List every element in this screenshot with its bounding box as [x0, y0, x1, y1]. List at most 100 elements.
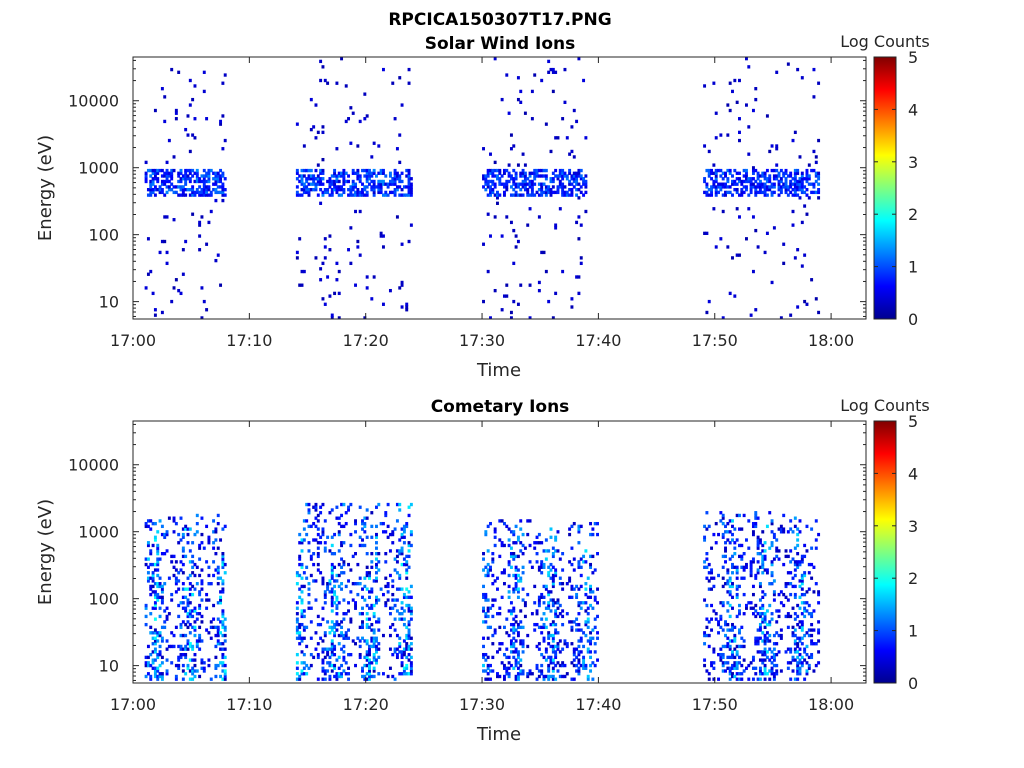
heatmap-cell	[526, 674, 530, 679]
heatmap-cell	[496, 190, 499, 195]
heatmap-cell	[184, 182, 188, 186]
heatmap-cell	[335, 672, 339, 676]
heatmap-cell	[805, 193, 809, 197]
heatmap-cell	[568, 188, 572, 192]
heatmap-cell	[184, 587, 188, 591]
heatmap-cell	[144, 603, 148, 608]
heatmap-cell	[805, 302, 809, 306]
heatmap-cell	[514, 524, 518, 529]
heatmap-cell	[768, 149, 772, 154]
heatmap-cell	[756, 538, 760, 542]
heatmap-cell	[202, 70, 206, 74]
heatmap-cell	[726, 636, 730, 640]
heatmap-cell	[347, 609, 351, 613]
heatmap-cell	[163, 239, 167, 244]
heatmap-cell	[810, 614, 814, 619]
heatmap-cell	[491, 669, 495, 673]
heatmap-cell	[342, 617, 346, 621]
heatmap-cell	[761, 617, 765, 621]
heatmap-cell	[305, 663, 309, 668]
heatmap-cell	[391, 652, 395, 657]
heatmap-cell	[295, 661, 299, 665]
heatmap-cell	[796, 622, 800, 627]
heatmap-cell	[146, 193, 150, 197]
heatmap-cell	[146, 188, 150, 192]
heatmap-cell	[314, 579, 318, 583]
heatmap-cell	[740, 190, 744, 195]
heatmap-cell	[377, 185, 381, 189]
heatmap-cell	[535, 663, 539, 668]
heatmap-cell	[768, 179, 772, 184]
heatmap-cell	[309, 554, 313, 559]
heatmap-cell	[195, 582, 199, 586]
heatmap-cell	[549, 190, 553, 195]
heatmap-cell	[761, 620, 765, 624]
heatmap-cell	[365, 652, 369, 657]
heatmap-cell	[719, 655, 723, 660]
heatmap-cell	[491, 171, 495, 175]
heatmap-cell	[384, 584, 388, 589]
heatmap-cell	[570, 628, 574, 632]
heatmap-cell	[202, 661, 206, 665]
heatmap-cell	[368, 595, 371, 599]
heatmap-cell	[814, 519, 818, 523]
heatmap-cell	[493, 543, 497, 548]
heatmap-cell	[714, 185, 718, 189]
heatmap-cell	[181, 248, 185, 252]
heatmap-cell	[153, 188, 157, 192]
heatmap-cell	[144, 622, 148, 627]
heatmap-cell	[398, 552, 402, 556]
heatmap-cell	[363, 576, 367, 580]
heatmap-cell	[791, 138, 795, 143]
heatmap-cell	[221, 185, 225, 189]
heatmap-cell	[489, 521, 492, 526]
heatmap-cell	[731, 666, 734, 670]
heatmap-cell	[372, 614, 376, 619]
heatmap-cell	[544, 188, 548, 192]
heatmap-cell	[807, 603, 811, 608]
heatmap-cell	[777, 185, 781, 189]
heatmap-cell	[500, 541, 504, 545]
heatmap-cell	[519, 672, 523, 676]
heatmap-cell	[381, 521, 385, 526]
heatmap-cell	[705, 185, 709, 189]
heatmap-cell	[705, 669, 709, 673]
heatmap-cell	[200, 215, 204, 219]
heatmap-cell	[782, 513, 786, 518]
heatmap-cell	[409, 177, 413, 181]
heatmap-cell	[153, 308, 157, 312]
heatmap-cell	[549, 622, 553, 627]
heatmap-cell	[163, 119, 167, 124]
heatmap-cell	[195, 171, 199, 175]
heatmap-cell	[298, 237, 302, 241]
heatmap-cell	[153, 108, 157, 113]
heatmap-cell	[514, 584, 518, 589]
heatmap-cell	[402, 185, 406, 189]
heatmap-cell	[358, 119, 362, 124]
heatmap-cell	[584, 209, 588, 214]
heatmap-cell	[486, 168, 490, 173]
heatmap-cell	[200, 582, 204, 586]
heatmap-cell	[349, 652, 353, 657]
heatmap-cell	[391, 579, 395, 583]
heatmap-cell	[365, 658, 369, 662]
heatmap-cell	[333, 592, 337, 597]
heatmap-cell	[149, 188, 153, 192]
heatmap-cell	[405, 193, 409, 197]
heatmap-cell	[549, 67, 553, 72]
heatmap-cell	[551, 677, 555, 681]
heatmap-cell	[800, 185, 804, 189]
heatmap-cell	[765, 185, 769, 189]
heatmap-cell	[547, 70, 551, 74]
heatmap-cell	[156, 530, 160, 534]
heatmap-cell	[223, 674, 227, 679]
heatmap-cell	[177, 70, 181, 74]
heatmap-cell	[372, 171, 376, 175]
heatmap-cell	[300, 650, 304, 654]
heatmap-cell	[184, 527, 188, 531]
heatmap-cell	[177, 193, 181, 197]
heatmap-cell	[575, 188, 579, 192]
heatmap-cell	[786, 598, 790, 602]
heatmap-cell	[754, 190, 758, 195]
heatmap-cell	[542, 622, 546, 627]
